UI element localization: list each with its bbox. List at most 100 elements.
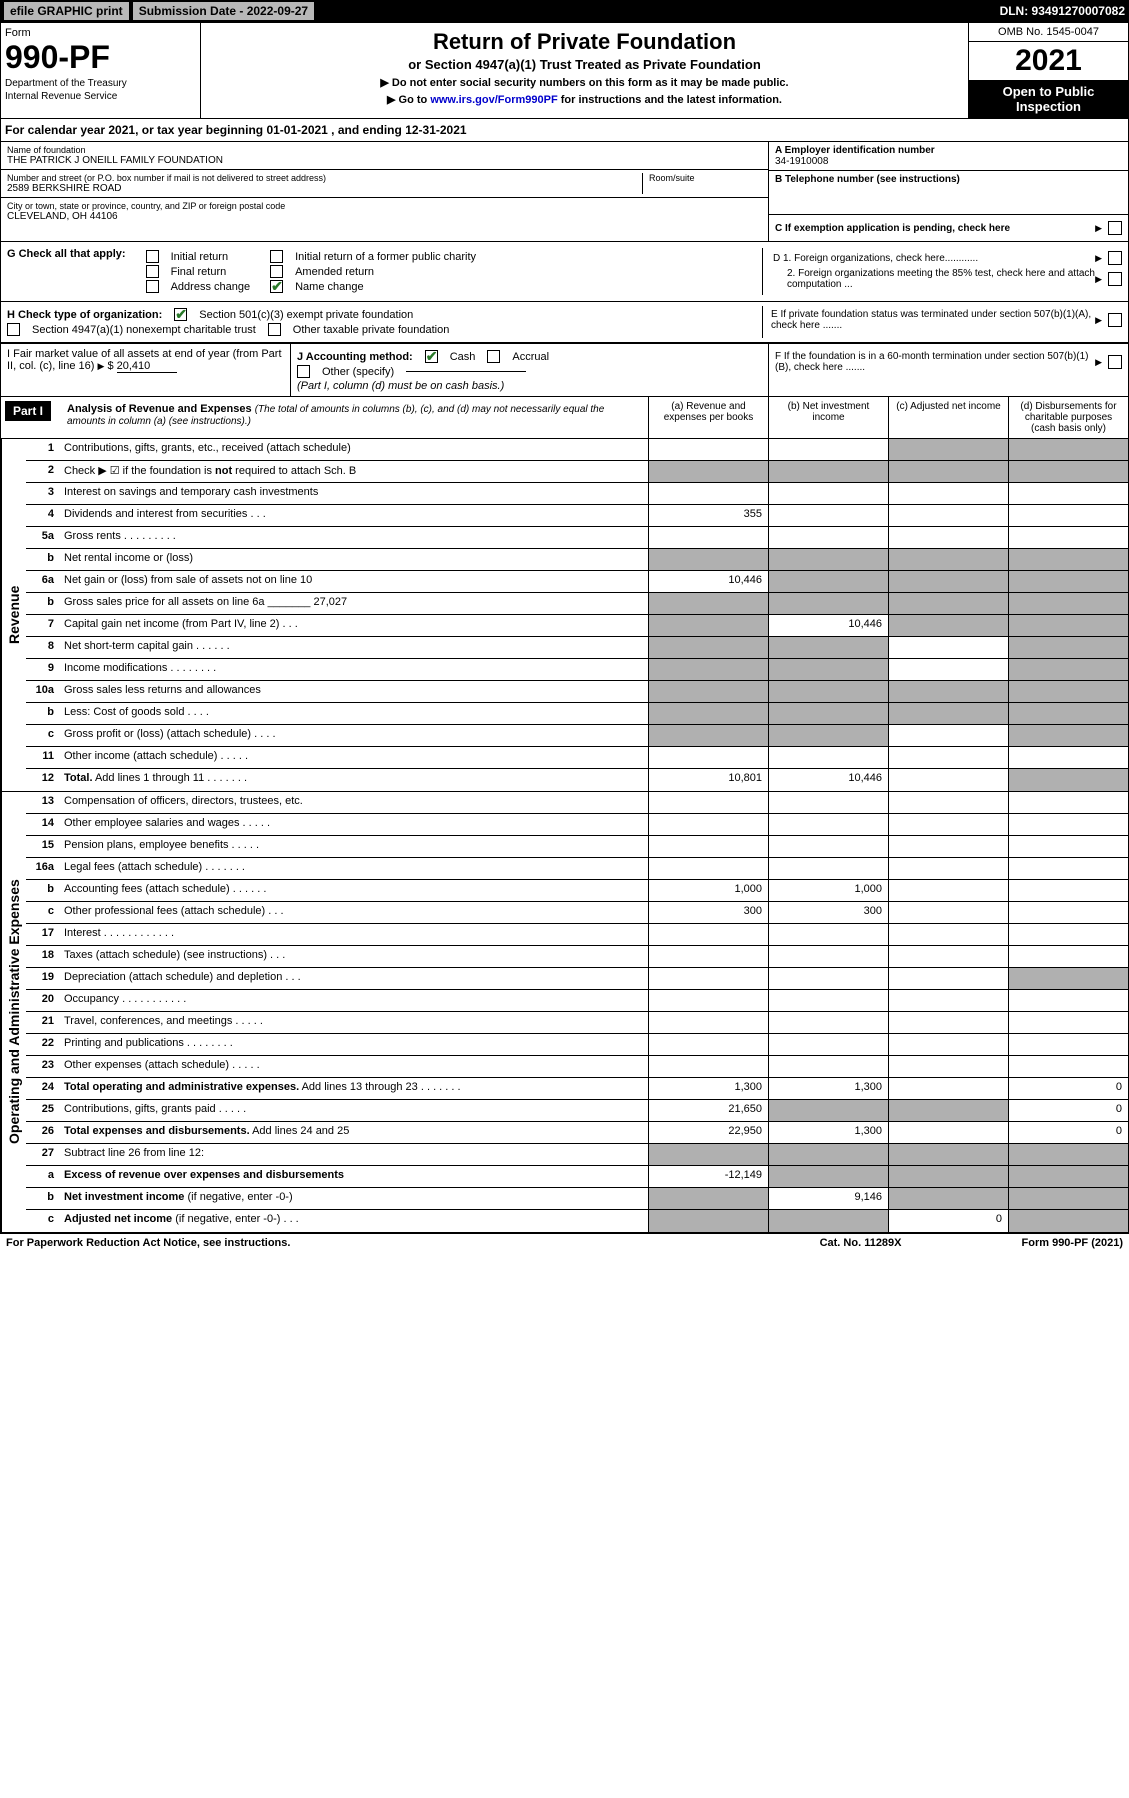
cell-b: [768, 505, 888, 526]
cell-c: [888, 924, 1008, 945]
form990pf-link[interactable]: www.irs.gov/Form990PF: [430, 94, 557, 106]
row-num: 1: [26, 439, 60, 460]
g-name-change-checkbox[interactable]: [270, 280, 283, 293]
cell-c: [888, 1034, 1008, 1055]
ein: 34-1910008: [775, 156, 1122, 167]
cell-c: [888, 747, 1008, 768]
cell-a: 355: [648, 505, 768, 526]
ein-label: A Employer identification number: [775, 145, 1122, 156]
cell-c: [888, 814, 1008, 835]
row-desc: Occupancy . . . . . . . . . . .: [60, 990, 648, 1011]
j-other-checkbox[interactable]: [297, 365, 310, 378]
table-row: 16aLegal fees (attach schedule) . . . . …: [26, 858, 1128, 880]
foundation-name-label: Name of foundation: [7, 145, 762, 155]
g-address-change-checkbox[interactable]: [146, 280, 159, 293]
table-row: 11Other income (attach schedule) . . . .…: [26, 747, 1128, 769]
h-other-taxable-checkbox[interactable]: [268, 323, 281, 336]
table-row: 15Pension plans, employee benefits . . .…: [26, 836, 1128, 858]
cell-a: [648, 836, 768, 857]
efile-badge[interactable]: efile GRAPHIC print: [4, 2, 129, 20]
cell-b: [768, 836, 888, 857]
row-num: 18: [26, 946, 60, 967]
row-desc: Accounting fees (attach schedule) . . . …: [60, 880, 648, 901]
table-row: 24Total operating and administrative exp…: [26, 1078, 1128, 1100]
cell-d: [1008, 1012, 1128, 1033]
phone-label: B Telephone number (see instructions): [775, 174, 1122, 185]
table-row: bAccounting fees (attach schedule) . . .…: [26, 880, 1128, 902]
j-accrual-checkbox[interactable]: [487, 350, 500, 363]
table-row: 10aGross sales less returns and allowanc…: [26, 681, 1128, 703]
cell-c: [888, 968, 1008, 989]
cell-c: [888, 1100, 1008, 1121]
cell-a: [648, 1012, 768, 1033]
cell-c: [888, 505, 1008, 526]
e-checkbox[interactable]: [1108, 313, 1122, 327]
cell-c: [888, 1078, 1008, 1099]
d2-label: 2. Foreign organizations meeting the 85%…: [773, 268, 1095, 290]
d1-checkbox[interactable]: [1108, 251, 1122, 265]
table-row: aExcess of revenue over expenses and dis…: [26, 1166, 1128, 1188]
section-ij: I Fair market value of all assets at end…: [0, 343, 1129, 397]
cell-b: [768, 725, 888, 746]
row-num: 19: [26, 968, 60, 989]
c-checkbox[interactable]: [1108, 221, 1122, 235]
d2-checkbox[interactable]: [1108, 272, 1122, 286]
row-num: 10a: [26, 681, 60, 702]
table-row: 14Other employee salaries and wages . . …: [26, 814, 1128, 836]
row-desc: Taxes (attach schedule) (see instruction…: [60, 946, 648, 967]
row-desc: Printing and publications . . . . . . . …: [60, 1034, 648, 1055]
table-row: bNet investment income (if negative, ent…: [26, 1188, 1128, 1210]
row-desc: Total expenses and disbursements. Add li…: [60, 1122, 648, 1143]
section-j: J Accounting method: Cash Accrual Other …: [291, 344, 768, 396]
cell-d: [1008, 880, 1128, 901]
cell-c: [888, 1056, 1008, 1077]
cell-d: [1008, 1144, 1128, 1165]
g-initial-return-checkbox[interactable]: [146, 250, 159, 263]
cell-b: [768, 1056, 888, 1077]
cell-a: [648, 1210, 768, 1232]
row-desc: Gross rents . . . . . . . . .: [60, 527, 648, 548]
h-501c3-checkbox[interactable]: [174, 308, 187, 321]
j-cash-checkbox[interactable]: [425, 350, 438, 363]
cell-b: [768, 461, 888, 482]
irs-label: Internal Revenue Service: [5, 91, 196, 102]
room-label: Room/suite: [649, 173, 762, 183]
table-row: cAdjusted net income (if negative, enter…: [26, 1210, 1128, 1232]
cell-d: 0: [1008, 1122, 1128, 1143]
cell-d: [1008, 505, 1128, 526]
row-desc: Interest on savings and temporary cash i…: [60, 483, 648, 504]
g-initial-former-checkbox[interactable]: [270, 250, 283, 263]
f-checkbox[interactable]: [1108, 355, 1122, 369]
d1-label: D 1. Foreign organizations, check here..…: [773, 253, 1095, 264]
info-grid: Name of foundation THE PATRICK J ONEILL …: [0, 142, 1129, 242]
g-amended-checkbox[interactable]: [270, 265, 283, 278]
submission-date: Submission Date - 2022-09-27: [133, 2, 314, 20]
cell-a: [648, 968, 768, 989]
row-desc: Income modifications . . . . . . . .: [60, 659, 648, 680]
cell-d: [1008, 858, 1128, 879]
row-num: 16a: [26, 858, 60, 879]
g-final-return-checkbox[interactable]: [146, 265, 159, 278]
cell-d: [1008, 461, 1128, 482]
cell-a: [648, 615, 768, 636]
cell-a: [648, 461, 768, 482]
cell-c: [888, 792, 1008, 813]
part1-header-row: Part I Analysis of Revenue and Expenses …: [0, 397, 1129, 439]
row-desc: Contributions, gifts, grants, etc., rece…: [60, 439, 648, 460]
cell-b: [768, 1144, 888, 1165]
foundation-name: THE PATRICK J ONEILL FAMILY FOUNDATION: [7, 155, 762, 166]
row-num: 2: [26, 461, 60, 482]
table-row: 22Printing and publications . . . . . . …: [26, 1034, 1128, 1056]
cell-a: [648, 792, 768, 813]
cell-a: [648, 747, 768, 768]
city: CLEVELAND, OH 44106: [7, 211, 762, 222]
row-desc: Check ▶ ☑ if the foundation is not requi…: [60, 461, 648, 482]
cell-c: [888, 637, 1008, 658]
row-desc: Depreciation (attach schedule) and deple…: [60, 968, 648, 989]
cell-c: [888, 703, 1008, 724]
h-4947-checkbox[interactable]: [7, 323, 20, 336]
table-row: bLess: Cost of goods sold . . . .: [26, 703, 1128, 725]
cell-b: [768, 858, 888, 879]
table-row: 4Dividends and interest from securities …: [26, 505, 1128, 527]
cell-a: 21,650: [648, 1100, 768, 1121]
